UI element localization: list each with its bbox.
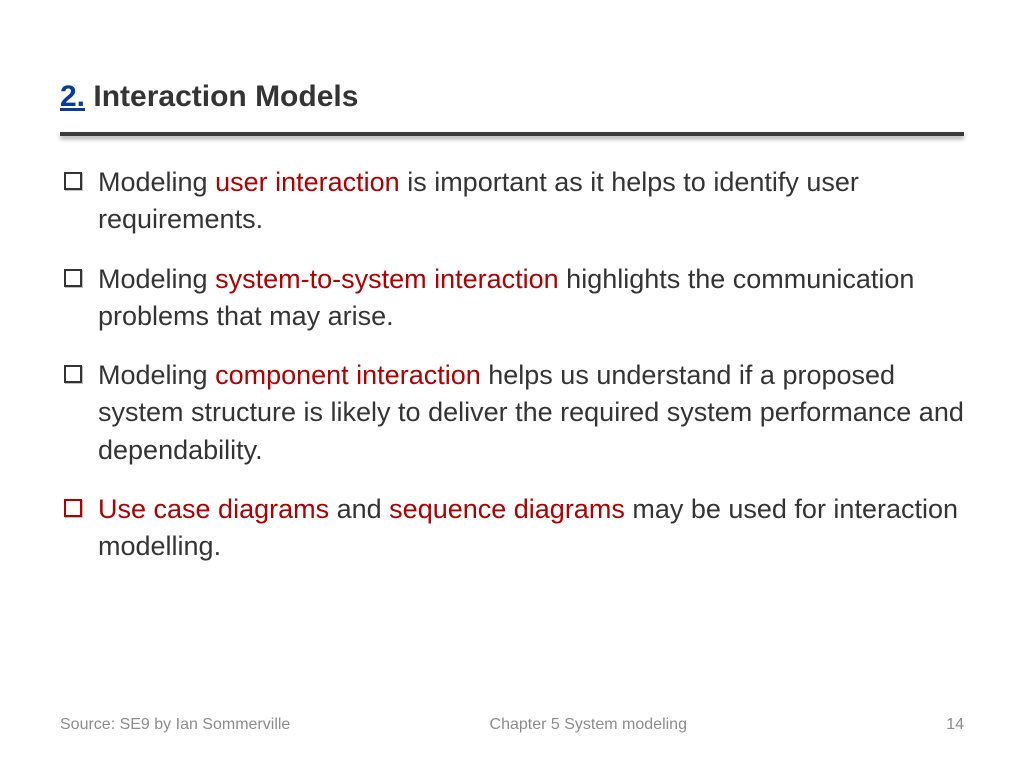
bullet-text: Modeling component interaction helps us … bbox=[96, 357, 964, 469]
body-text: Modeling bbox=[98, 264, 215, 294]
body-text: Modeling bbox=[98, 167, 215, 197]
highlight-text: system-to-system interaction bbox=[215, 264, 559, 294]
body-text: and bbox=[329, 494, 389, 524]
highlight-text: user interaction bbox=[215, 167, 400, 197]
bullet-text: Modeling system-to-system interaction hi… bbox=[96, 261, 964, 336]
bullet-item: Modeling user interaction is important a… bbox=[64, 164, 964, 239]
bullet-list: Modeling user interaction is important a… bbox=[60, 164, 964, 565]
square-bullet-icon bbox=[64, 172, 82, 190]
title-text: Interaction Models bbox=[93, 80, 358, 113]
highlight-text: sequence diagrams bbox=[389, 494, 625, 524]
title-divider bbox=[60, 132, 964, 136]
slide-title: 2. Interaction Models bbox=[60, 80, 964, 114]
slide: 2. Interaction Models Modeling user inte… bbox=[0, 0, 1024, 768]
bullet-text: Use case diagrams and sequence diagrams … bbox=[96, 491, 964, 566]
body-text: Modeling bbox=[98, 360, 215, 390]
bullet-item: Modeling component interaction helps us … bbox=[64, 357, 964, 469]
square-bullet-icon bbox=[64, 269, 82, 287]
bullet-text: Modeling user interaction is important a… bbox=[96, 164, 964, 239]
square-bullet-icon bbox=[64, 365, 82, 383]
highlight-text: component interaction bbox=[215, 360, 481, 390]
footer-page: 14 bbox=[946, 716, 964, 734]
highlight-text: Use case diagrams bbox=[98, 494, 329, 524]
bullet-item: Use case diagrams and sequence diagrams … bbox=[64, 491, 964, 566]
footer-chapter: Chapter 5 System modeling bbox=[230, 716, 946, 734]
bullet-item: Modeling system-to-system interaction hi… bbox=[64, 261, 964, 336]
square-bullet-icon bbox=[64, 499, 82, 517]
slide-footer: Source: SE9 by Ian Sommerville Chapter 5… bbox=[0, 716, 1024, 734]
title-number: 2. bbox=[60, 80, 85, 113]
